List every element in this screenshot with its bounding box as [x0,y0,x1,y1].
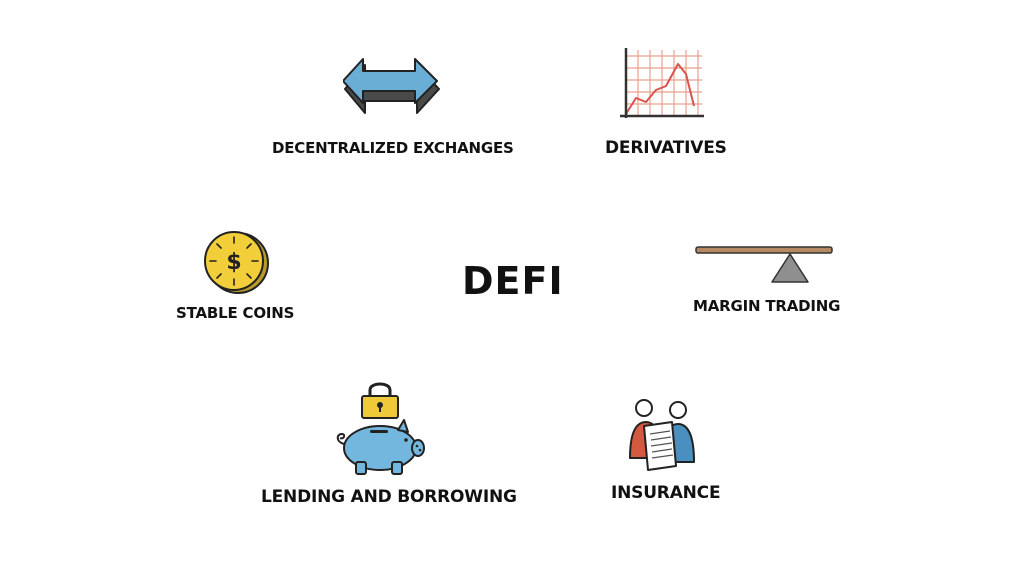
line-chart-icon [620,48,704,118]
label-insurance: INSURANCE [611,483,721,503]
seesaw-balance-icon [695,246,833,283]
diagram-title: DEFI [462,259,564,303]
double-arrow-icon [343,58,440,114]
label-derivatives: DERIVATIVES [605,138,727,158]
people-contract-icon [629,399,695,471]
label-decentralized-exchanges: DECENTRALIZED EXCHANGES [272,139,514,157]
label-margin-trading: MARGIN TRADING [693,297,841,315]
svg-text:$: $ [226,250,241,275]
label-lending-and-borrowing: LENDING AND BORROWING [261,487,517,507]
label-stable-coins: STABLE COINS [176,304,295,322]
dollar-coin-icon: $ [204,231,269,294]
piggy-bank-lock-icon [336,382,425,475]
